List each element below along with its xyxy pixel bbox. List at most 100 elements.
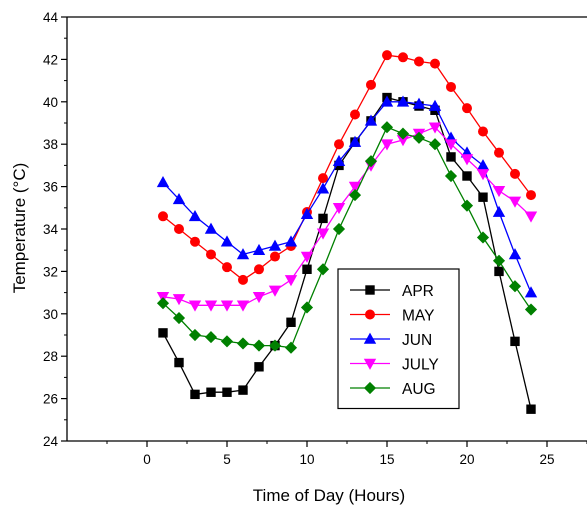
data-point-may: [253, 264, 264, 275]
data-point-aug: [476, 231, 490, 244]
data-point-jun: [332, 154, 346, 166]
data-point-may: [509, 168, 520, 179]
data-point-apr: [526, 404, 536, 414]
x-tick-label: 10: [299, 452, 314, 467]
data-point-may: [526, 190, 537, 201]
data-point-aug: [460, 199, 474, 212]
data-point-aug: [236, 337, 250, 350]
data-point-apr: [302, 264, 312, 274]
data-point-may: [445, 81, 456, 92]
data-point-aug: [268, 339, 282, 352]
data-point-jun: [476, 159, 490, 171]
data-point-apr: [510, 336, 520, 347]
series-may: [157, 50, 537, 285]
data-point-may: [365, 79, 376, 90]
x-tick-label: 5: [223, 452, 231, 467]
data-point-apr: [478, 192, 488, 202]
data-point-july: [348, 181, 362, 193]
data-point-may: [205, 249, 216, 260]
data-point-may: [269, 251, 280, 262]
data-point-july: [220, 300, 234, 312]
data-point-may: [157, 211, 168, 222]
data-point-aug: [444, 169, 458, 183]
data-point-jun: [236, 248, 250, 260]
data-point-jun: [300, 207, 314, 219]
y-tick-label: 38: [43, 137, 58, 152]
data-point-aug: [220, 335, 234, 348]
data-point-jun: [252, 243, 266, 256]
data-point-jun: [172, 192, 186, 205]
x-tick-label: 20: [459, 452, 474, 467]
data-point-may: [461, 103, 472, 114]
data-point-apr: [206, 387, 216, 397]
data-point-may: [429, 58, 440, 69]
data-point-may: [237, 274, 248, 285]
legend-label-aug: AUG: [402, 381, 436, 398]
data-point-aug: [492, 254, 506, 267]
y-axis-label: Temperature (°C): [10, 163, 29, 294]
data-point-july: [332, 202, 346, 215]
data-point-jun: [348, 135, 362, 147]
series-aug: [156, 121, 538, 354]
data-point-aug: [380, 121, 394, 134]
data-point-may: [189, 236, 200, 247]
x-tick-label: 25: [539, 452, 554, 467]
data-point-jun: [220, 235, 234, 247]
data-point-apr: [286, 317, 296, 327]
data-point-july: [316, 228, 330, 240]
data-point-july: [268, 285, 282, 297]
data-point-aug: [204, 331, 218, 344]
data-point-july: [444, 139, 458, 151]
data-point-may: [493, 147, 504, 158]
data-point-aug: [428, 138, 442, 151]
data-point-july: [524, 211, 538, 223]
data-point-july: [428, 122, 442, 134]
data-point-apr: [494, 266, 504, 277]
legend-marker-aug: [363, 381, 377, 395]
series-july: [156, 122, 538, 312]
legend-label-may: MAY: [402, 308, 434, 325]
data-point-apr: [174, 357, 184, 368]
data-point-apr: [254, 362, 264, 372]
data-point-apr: [462, 171, 472, 181]
data-point-aug: [396, 127, 410, 140]
data-point-july: [460, 154, 474, 166]
data-point-jun: [284, 235, 298, 247]
data-point-aug: [300, 301, 314, 314]
axes: 24 26 28 30 32 34 36 38 40 42 44 0 5 10 15 20 25: [43, 10, 587, 467]
series-layer: [156, 50, 538, 414]
data-point-jun: [396, 95, 410, 107]
data-point-jun: [428, 99, 442, 111]
y-tick-label: 44: [43, 10, 59, 25]
data-point-jun: [364, 114, 378, 126]
data-point-jun: [188, 209, 202, 222]
data-point-aug: [364, 155, 378, 168]
y-tick-label: 24: [43, 434, 59, 449]
data-point-aug: [332, 222, 346, 236]
data-point-july: [172, 294, 186, 306]
x-axis-label: Time of Day (Hours): [253, 486, 405, 505]
data-point-jun: [412, 97, 426, 109]
data-point-apr: [446, 152, 456, 162]
legend-marker-may: [364, 309, 375, 320]
data-point-aug: [252, 339, 266, 352]
data-point-aug: [508, 280, 522, 293]
y-tick-label: 30: [43, 307, 58, 322]
data-point-may: [221, 262, 232, 273]
data-point-aug: [156, 297, 170, 310]
legend-label-apr: APR: [402, 283, 434, 300]
y-tick-label: 26: [43, 392, 58, 407]
data-point-apr: [222, 387, 232, 397]
data-point-apr: [158, 328, 168, 338]
legend: APR MAY JUN JULY AUG: [337, 268, 460, 410]
data-point-may: [381, 50, 392, 61]
y-tick-label: 28: [43, 349, 58, 364]
y-tick-label: 36: [43, 180, 58, 195]
data-point-may: [349, 109, 360, 120]
data-point-july: [476, 169, 490, 181]
x-tick-label: 15: [379, 452, 394, 467]
data-point-apr: [238, 385, 248, 395]
data-point-july: [188, 300, 202, 312]
data-point-jun: [156, 176, 170, 188]
